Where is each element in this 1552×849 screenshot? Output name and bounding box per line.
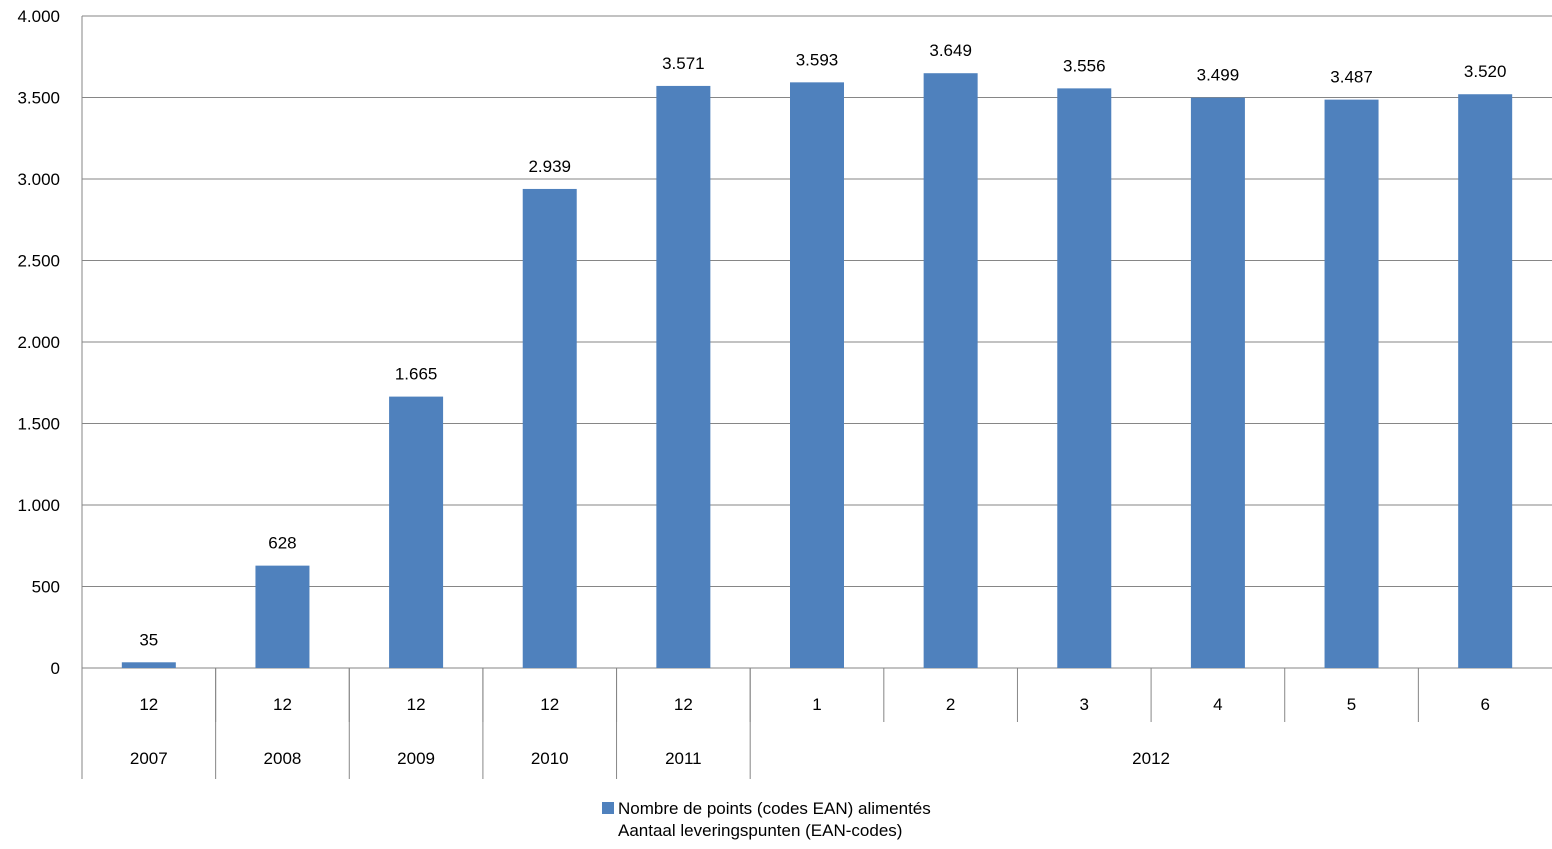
data-label: 2.939: [528, 157, 571, 176]
year-label: 2010: [531, 749, 569, 768]
bar: [923, 73, 978, 668]
y-tick-label: 2.000: [17, 333, 60, 352]
data-label: 3.571: [662, 54, 705, 73]
x-tick-label: 5: [1347, 695, 1356, 714]
bar: [121, 662, 176, 668]
x-tick-label: 4: [1213, 695, 1222, 714]
data-label: 3.499: [1197, 66, 1240, 85]
x-tick-label: 2: [946, 695, 955, 714]
y-tick-label: 3.000: [17, 170, 60, 189]
y-tick-label: 1.000: [17, 496, 60, 515]
bar: [1057, 88, 1112, 668]
bar: [389, 396, 444, 668]
data-label: 3.520: [1464, 62, 1507, 81]
x-tick-label: 12: [407, 695, 426, 714]
year-label: 2009: [397, 749, 435, 768]
y-tick-label: 1.500: [17, 415, 60, 434]
data-label: 3.593: [796, 50, 839, 69]
legend: Nombre de points (codes EAN) alimentés A…: [602, 798, 931, 842]
y-tick-label: 0: [51, 659, 60, 678]
x-tick-label: 3: [1080, 695, 1089, 714]
legend-swatch: [602, 802, 614, 814]
bar: [1458, 94, 1513, 669]
bar: [1190, 97, 1245, 668]
year-label: 2007: [130, 749, 168, 768]
x-tick-label: 12: [540, 695, 559, 714]
data-label: 35: [139, 630, 158, 649]
y-tick-label: 2.500: [17, 252, 60, 271]
legend-label-line2: Aantaal leveringspunten (EAN-codes): [618, 821, 903, 840]
legend-label-line1: Nombre de points (codes EAN) alimentés: [618, 799, 931, 818]
year-label: 2011: [665, 749, 702, 768]
bar: [790, 82, 844, 668]
data-label: 3.487: [1330, 68, 1373, 87]
data-label: 3.556: [1063, 56, 1106, 75]
bar: [522, 188, 577, 668]
x-tick-label: 6: [1480, 695, 1489, 714]
year-label: 2012: [1132, 749, 1170, 768]
bar: [255, 565, 310, 668]
data-label: 628: [268, 534, 296, 553]
y-tick-label: 4.000: [17, 7, 60, 26]
year-label: 2008: [264, 749, 302, 768]
data-label: 3.649: [929, 41, 972, 60]
y-tick-label: 3.500: [17, 89, 60, 108]
bar: [656, 85, 711, 668]
x-tick-label: 12: [273, 695, 292, 714]
x-tick-label: 12: [139, 695, 158, 714]
legend-item: Nombre de points (codes EAN) alimentés: [602, 798, 931, 820]
y-tick-label: 500: [32, 578, 60, 597]
bar: [1324, 99, 1379, 668]
data-label: 1.665: [395, 365, 438, 384]
x-tick-label: 1: [812, 695, 821, 714]
x-tick-label: 12: [674, 695, 693, 714]
